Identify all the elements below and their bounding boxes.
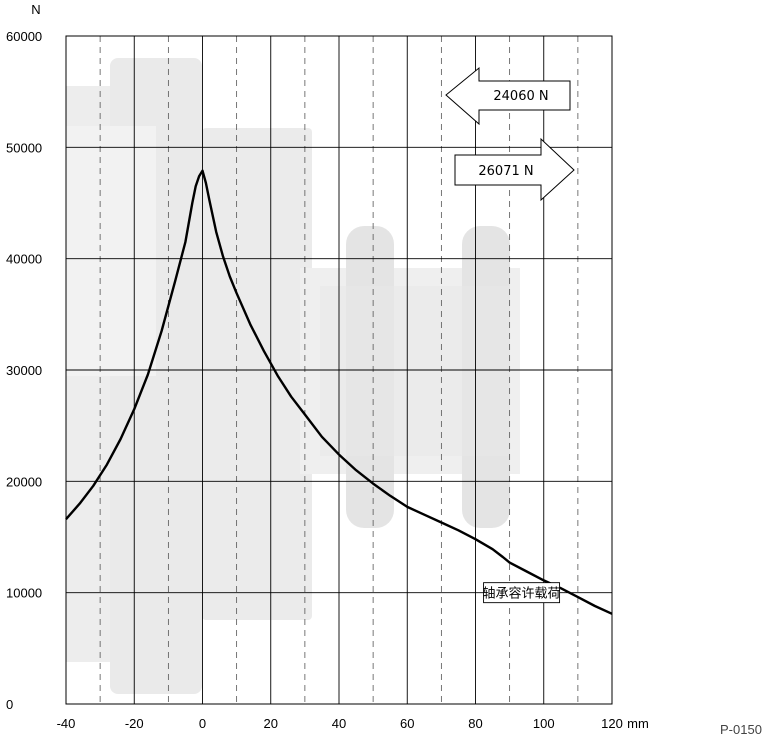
right-force-label: 26071 N <box>478 164 533 179</box>
right-arrow-shape <box>454 137 575 202</box>
load-curve <box>65 169 613 615</box>
plot-frame <box>65 35 613 705</box>
curve-label-box <box>483 582 561 604</box>
background-shaft-drawing <box>66 58 520 694</box>
y-tick-label: 10000 <box>6 586 42 601</box>
x-tick-label: 100 <box>533 716 555 731</box>
y-tick-label: 30000 <box>6 363 42 378</box>
y-tick-label: 40000 <box>6 252 42 267</box>
left-arrow-shape <box>445 66 571 126</box>
left-force-label: 24060 N <box>493 89 548 104</box>
y-tick-label: 0 <box>6 697 13 712</box>
x-tick-label: 40 <box>332 716 346 731</box>
figure-code: P-0150 <box>720 722 762 737</box>
x-tick-label: 0 <box>199 716 206 731</box>
x-tick-label: 80 <box>468 716 482 731</box>
x-tick-label: -20 <box>125 716 144 731</box>
y-tick-label: 60000 <box>6 29 42 44</box>
x-tick-label: 120 <box>601 716 623 731</box>
x-tick-label: -40 <box>57 716 76 731</box>
curve-label: 轴承容许载荷 <box>483 586 561 602</box>
y-tick-label: 20000 <box>6 474 42 489</box>
y-axis-unit: N <box>31 2 40 17</box>
x-tick-label: 60 <box>400 716 414 731</box>
x-axis-unit: mm <box>627 716 649 731</box>
y-tick-label: 50000 <box>6 140 42 155</box>
x-tick-label: 20 <box>264 716 278 731</box>
